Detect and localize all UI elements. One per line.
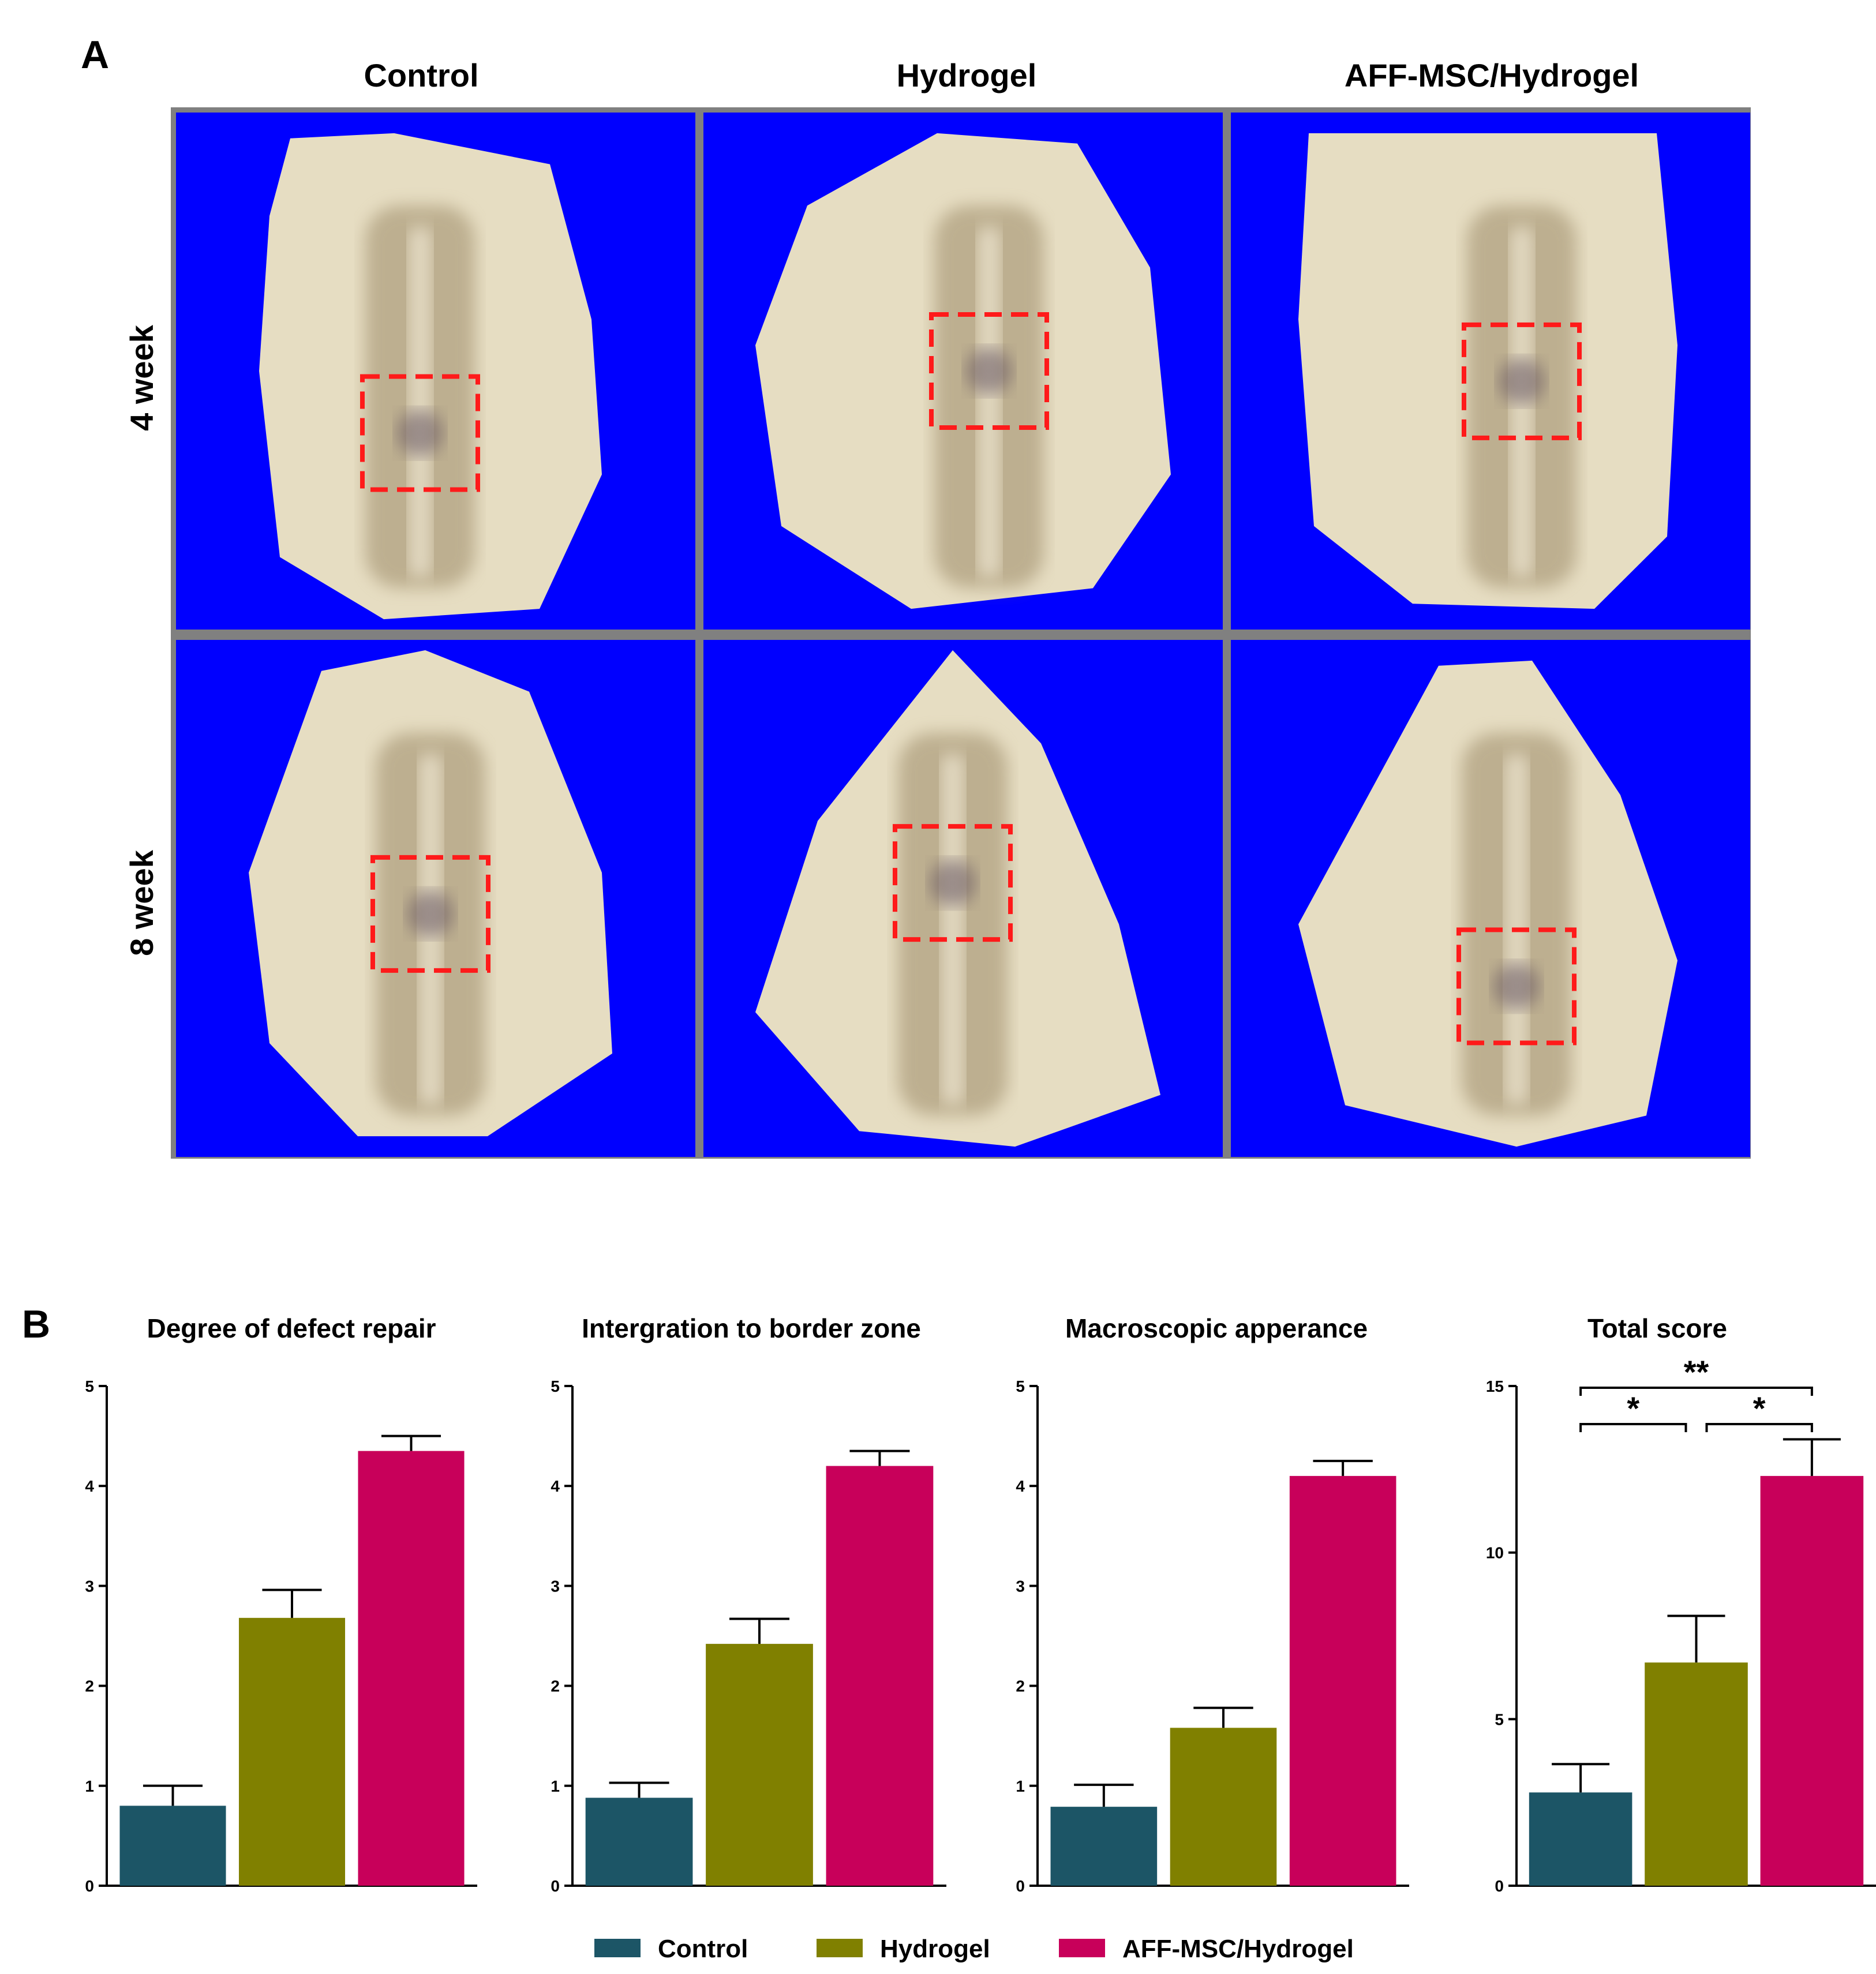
defect-site — [966, 348, 1012, 394]
y-tick-label: 4 — [85, 1477, 94, 1495]
bar-hydrogel — [706, 1643, 813, 1886]
y-tick-label: 1 — [1016, 1777, 1025, 1795]
legend-swatch — [1059, 1939, 1105, 1957]
photo-cell-r2-c1 — [176, 640, 695, 1157]
y-tick-label: 3 — [1016, 1577, 1025, 1595]
legend: Control Hydrogel AFF-MSC/Hydrogel — [594, 1935, 1354, 1963]
legend-label: AFF-MSC/Hydrogel — [1122, 1935, 1354, 1963]
chart-title: Degree of defect repair — [147, 1313, 436, 1343]
significance-bracket — [1579, 1387, 1813, 1396]
legend-label: Control — [658, 1935, 748, 1963]
legend-swatch — [817, 1939, 863, 1957]
significance-label: * — [1627, 1390, 1639, 1426]
chart-1: Degree of defect repair 0 1 2 3 4 5 — [85, 1313, 477, 1895]
chart-3: Macroscopic apperance 0 1 2 3 4 5 — [1016, 1313, 1409, 1895]
photo-cell-r2-c3 — [1231, 640, 1750, 1157]
chart-title: Macroscopic apperance — [1065, 1313, 1368, 1343]
defect-site — [1499, 358, 1545, 404]
groove-ridge — [941, 754, 964, 1106]
groove-ridge — [978, 226, 1001, 578]
bar-aff-msc-hydrogel — [826, 1466, 934, 1886]
y-tick-label: 15 — [1486, 1377, 1504, 1395]
bar-control — [585, 1797, 693, 1886]
photo-cell-r1-c1 — [176, 113, 695, 630]
y-tick-label: 4 — [1016, 1477, 1025, 1495]
bar-hydrogel — [238, 1617, 346, 1886]
groove-ridge — [409, 226, 432, 578]
y-tick-label: 0 — [1495, 1877, 1504, 1895]
chart-title: Intergration to border zone — [582, 1313, 921, 1343]
y-tick-label: 0 — [85, 1877, 94, 1895]
photo-cell-r1-c2 — [703, 113, 1223, 630]
column-header-control: Control — [364, 57, 478, 93]
bar-aff-msc-hydrogel — [1289, 1475, 1396, 1886]
defect-box — [370, 855, 490, 973]
bar-hydrogel — [1645, 1662, 1748, 1886]
photo-cell-r2-c2 — [703, 640, 1223, 1157]
significance-bracket — [1579, 1423, 1687, 1432]
panel-b-label: B — [22, 1302, 50, 1346]
panel-a-label: A — [81, 33, 109, 77]
defect-site — [1493, 963, 1540, 1010]
defect-site — [930, 860, 976, 907]
y-tick-label: 1 — [85, 1777, 94, 1795]
charts: Degree of defect repair012345Intergratio… — [85, 1313, 1876, 1895]
y-tick-label: 0 — [551, 1877, 560, 1895]
bar-control — [119, 1806, 226, 1886]
photo-cell-r1-c3 — [1231, 113, 1750, 630]
panel-b: B Degree of defect repair012345Intergrat… — [22, 1302, 1876, 1895]
defect-box — [360, 374, 480, 492]
y-tick-label: 10 — [1486, 1544, 1504, 1562]
bar-control — [1529, 1792, 1632, 1886]
defect-box — [929, 312, 1049, 430]
y-tick-label: 5 — [1495, 1710, 1504, 1728]
significance-label: * — [1753, 1390, 1766, 1426]
defect-site — [407, 890, 454, 937]
legend-item-1: Control — [594, 1935, 748, 1963]
bar-hydrogel — [1170, 1728, 1277, 1886]
legend-item-3: AFF-MSC/Hydrogel — [1059, 1935, 1354, 1963]
bar-aff-msc-hydrogel — [1760, 1475, 1864, 1886]
y-tick-label: 2 — [551, 1677, 560, 1695]
defect-site — [397, 410, 443, 456]
panel-a: A Control Hydrogel AFF-MSC/Hydrogel 4 we… — [81, 33, 1751, 1159]
defect-box — [1462, 322, 1582, 440]
significance-bracket — [1705, 1423, 1813, 1432]
bar-aff-msc-hydrogel — [358, 1451, 465, 1886]
y-tick-label: 5 — [85, 1377, 94, 1395]
y-tick-label: 2 — [1016, 1677, 1025, 1695]
y-tick-label: 3 — [85, 1577, 94, 1595]
legend-item-2: Hydrogel — [817, 1935, 990, 1963]
chart-2: Intergration to border zone 0 1 2 3 4 5 — [551, 1313, 946, 1895]
legend-label: Hydrogel — [880, 1935, 990, 1963]
bar-control — [1050, 1807, 1158, 1886]
column-header-hydrogel: Hydrogel — [897, 57, 1037, 93]
defect-box — [893, 824, 1013, 942]
y-tick-label: 5 — [551, 1377, 560, 1395]
y-tick-label: 1 — [551, 1777, 560, 1795]
row-label-8-week: 8 week — [123, 849, 160, 956]
y-tick-label: 3 — [551, 1577, 560, 1595]
defect-box — [1456, 927, 1577, 1046]
column-header-aff-msc-hydrogel: AFF-MSC/Hydrogel — [1345, 57, 1639, 93]
legend-swatch — [594, 1939, 641, 1957]
photo-cells — [176, 113, 1750, 1157]
significance-label: ** — [1684, 1354, 1709, 1390]
y-tick-label: 0 — [1016, 1877, 1025, 1895]
y-tick-label: 4 — [551, 1477, 560, 1495]
row-label-4-week: 4 week — [123, 324, 160, 431]
y-tick-label: 5 — [1016, 1377, 1025, 1395]
y-tick-label: 2 — [85, 1677, 94, 1695]
chart-title: Total score — [1587, 1313, 1727, 1343]
